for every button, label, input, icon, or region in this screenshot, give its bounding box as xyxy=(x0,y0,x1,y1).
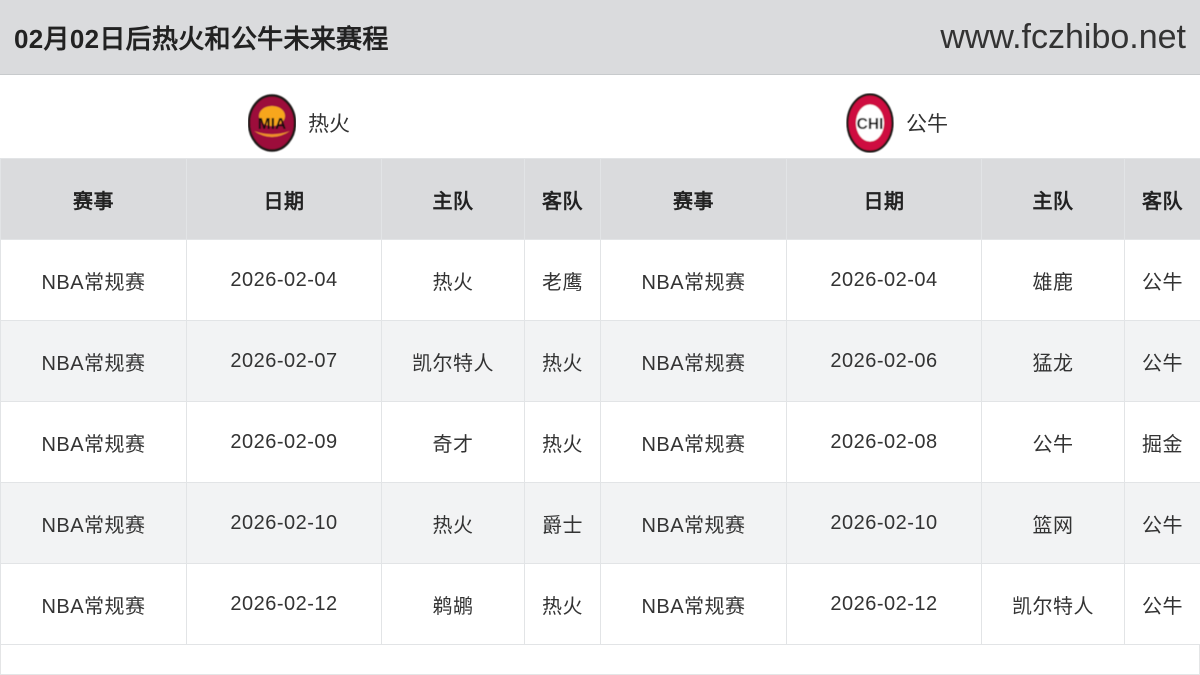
svg-text:CHI: CHI xyxy=(857,116,884,133)
svg-text:MIA: MIA xyxy=(258,116,286,133)
